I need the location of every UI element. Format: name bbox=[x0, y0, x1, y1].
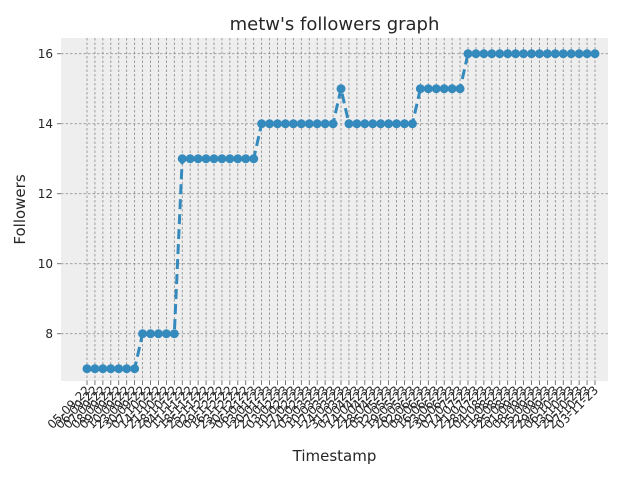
data-point bbox=[130, 364, 140, 374]
data-point bbox=[376, 119, 386, 129]
data-point bbox=[566, 49, 576, 59]
data-point bbox=[534, 49, 544, 59]
data-point bbox=[542, 49, 552, 59]
data-point bbox=[463, 49, 473, 59]
y-tick-label: 8 bbox=[45, 327, 53, 341]
data-point bbox=[138, 329, 148, 339]
data-point bbox=[114, 364, 124, 374]
data-point bbox=[177, 154, 187, 164]
data-point bbox=[98, 364, 108, 374]
plot-area bbox=[61, 38, 608, 381]
data-point bbox=[519, 49, 529, 59]
data-point bbox=[527, 49, 536, 59]
data-point bbox=[368, 119, 378, 129]
data-point bbox=[90, 364, 100, 374]
data-point bbox=[233, 154, 243, 164]
data-point bbox=[590, 49, 600, 59]
data-point bbox=[511, 49, 521, 59]
data-point bbox=[161, 329, 171, 339]
data-point bbox=[146, 329, 155, 339]
y-tick-label: 16 bbox=[38, 47, 53, 61]
data-point bbox=[288, 119, 298, 129]
data-point bbox=[400, 119, 409, 129]
data-point bbox=[122, 364, 132, 374]
data-point bbox=[503, 49, 513, 59]
data-point bbox=[558, 49, 568, 59]
data-point bbox=[487, 49, 497, 59]
data-point bbox=[296, 119, 306, 129]
data-point bbox=[455, 84, 465, 94]
data-point bbox=[574, 49, 584, 59]
y-tick-label: 10 bbox=[38, 257, 53, 271]
data-point bbox=[360, 119, 370, 129]
data-point bbox=[193, 154, 203, 164]
data-point bbox=[225, 154, 235, 164]
data-point bbox=[423, 84, 433, 94]
data-point bbox=[304, 119, 314, 129]
series-followers bbox=[82, 49, 600, 374]
data-point bbox=[153, 329, 163, 339]
data-point bbox=[280, 119, 290, 129]
data-point bbox=[241, 154, 251, 164]
data-point bbox=[273, 119, 282, 129]
data-point bbox=[407, 119, 417, 129]
data-point bbox=[312, 119, 322, 129]
data-point bbox=[320, 119, 330, 129]
data-point bbox=[209, 154, 219, 164]
chart-title: metw's followers graph bbox=[230, 14, 440, 35]
data-point bbox=[495, 49, 505, 59]
data-point bbox=[384, 119, 394, 129]
data-point bbox=[257, 119, 267, 129]
data-point bbox=[169, 329, 179, 339]
data-point bbox=[328, 119, 338, 129]
data-point bbox=[479, 49, 489, 59]
data-point bbox=[392, 119, 402, 129]
data-point bbox=[582, 49, 592, 59]
x-axis-ticks: 05-09-2206-09-2207-09-2208-09-2209-09-22… bbox=[45, 381, 601, 432]
data-point bbox=[201, 154, 211, 164]
data-point bbox=[185, 154, 195, 164]
data-point bbox=[352, 119, 362, 129]
y-tick-label: 12 bbox=[38, 187, 53, 201]
data-point bbox=[471, 49, 481, 59]
y-axis-ticks: 8 10 12 14 16 bbox=[38, 47, 61, 341]
data-point bbox=[439, 84, 449, 94]
data-point bbox=[82, 364, 92, 374]
data-point bbox=[431, 84, 441, 94]
data-point bbox=[447, 84, 457, 94]
data-point bbox=[336, 84, 346, 94]
data-point bbox=[106, 364, 116, 374]
data-point bbox=[217, 154, 227, 164]
y-tick-label: 14 bbox=[38, 117, 53, 131]
data-point bbox=[550, 49, 560, 59]
x-axis-label: Timestamp bbox=[292, 447, 377, 465]
data-point bbox=[249, 154, 259, 164]
y-axis-label: Followers bbox=[11, 174, 29, 244]
data-point bbox=[344, 119, 354, 129]
data-point bbox=[265, 119, 275, 129]
data-point bbox=[415, 84, 425, 94]
